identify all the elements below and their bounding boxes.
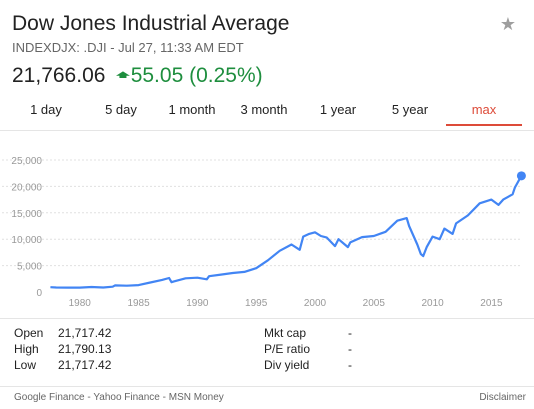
stat-value: -	[348, 358, 352, 372]
source-google-finance[interactable]: Google Finance	[14, 392, 85, 403]
footer-divider	[0, 386, 534, 387]
x-tick-label: 2010	[421, 298, 444, 309]
tab-3-month[interactable]: 3 month	[240, 102, 288, 117]
x-tick-label: 1995	[245, 298, 268, 309]
stat-label: Div yield	[264, 358, 310, 372]
y-tick-label: 15,000	[11, 209, 42, 220]
tabs-divider	[0, 130, 534, 131]
chart-divider	[0, 318, 534, 319]
footer-sources: Google Finance - Yahoo Finance - MSN Mon…	[14, 392, 224, 403]
stat-label: Mkt cap	[264, 326, 307, 340]
last-point-marker	[516, 171, 526, 181]
x-tick-label: 2015	[480, 298, 503, 309]
index-title: Dow Jones Industrial Average	[12, 12, 290, 35]
source-separator: -	[159, 392, 169, 403]
stat-value: 21,717.42	[58, 358, 112, 372]
stat-value: -	[348, 342, 352, 356]
current-price: 21,766.06	[12, 64, 106, 87]
x-tick-label: 1990	[186, 298, 209, 309]
tab-max[interactable]: max	[446, 102, 522, 126]
series-line	[50, 175, 523, 289]
y-tick-label: 0	[36, 288, 42, 299]
price-chart[interactable]: 0 5,000 10,000 15,000 20,000 25,000 1980 1985 19…	[0, 148, 534, 316]
x-tick-label: 2005	[363, 298, 386, 309]
price-change: 🡁55.05 (0.25%)	[115, 64, 262, 87]
range-tabs: 1 day 5 day 1 month 3 month 1 year 5 yea…	[10, 102, 522, 126]
stat-value: 21,717.42	[58, 326, 112, 340]
disclaimer-link[interactable]: Disclaimer	[479, 392, 526, 403]
stats-right: Mkt cap - P/E ratio - Div yield -	[264, 325, 352, 373]
tab-5-day[interactable]: 5 day	[105, 102, 137, 117]
quote-row: 21,766.06 🡁55.05 (0.25%)	[12, 64, 263, 90]
source-separator: -	[84, 392, 94, 403]
stat-value: -	[348, 326, 352, 340]
stat-value: 21,790.13	[58, 342, 112, 356]
source-msn-money[interactable]: MSN Money	[168, 392, 224, 403]
tab-1-month[interactable]: 1 month	[168, 102, 216, 117]
stat-label: Low	[14, 358, 37, 372]
x-tick-label: 2000	[304, 298, 327, 309]
tab-1-year[interactable]: 1 year	[319, 102, 357, 117]
source-yahoo-finance[interactable]: Yahoo Finance	[93, 392, 160, 403]
tab-1-day[interactable]: 1 day	[30, 102, 62, 117]
stat-mkt-cap: Mkt cap -	[264, 325, 352, 341]
y-tick-label: 25,000	[11, 156, 42, 167]
stat-pe-ratio: P/E ratio -	[264, 341, 352, 357]
stat-low: Low 21,717.42	[14, 357, 111, 373]
stat-div-yield: Div yield -	[264, 357, 352, 373]
index-subtitle: INDEXDJX: .DJI - Jul 27, 11:33 AM EDT	[12, 40, 244, 55]
stat-high: High 21,790.13	[14, 341, 111, 357]
x-tick-label: 1980	[69, 298, 92, 309]
y-tick-label: 10,000	[11, 235, 42, 246]
star-icon[interactable]: ★	[499, 14, 516, 34]
stat-open: Open 21,717.42	[14, 325, 111, 341]
stat-label: P/E ratio	[264, 342, 311, 356]
y-tick-label: 20,000	[11, 182, 42, 193]
price-change-value: 55.05 (0.25%)	[130, 64, 263, 87]
stats-left: Open 21,717.42 High 21,790.13 Low 21,717.42	[14, 325, 111, 373]
stat-label: Open	[14, 326, 44, 340]
stat-label: High	[14, 342, 39, 356]
x-tick-label: 1985	[127, 298, 150, 309]
arrow-up-icon: 🡁	[115, 67, 131, 84]
tab-5-year[interactable]: 5 year	[391, 102, 429, 117]
y-tick-label: 5,000	[17, 262, 42, 273]
